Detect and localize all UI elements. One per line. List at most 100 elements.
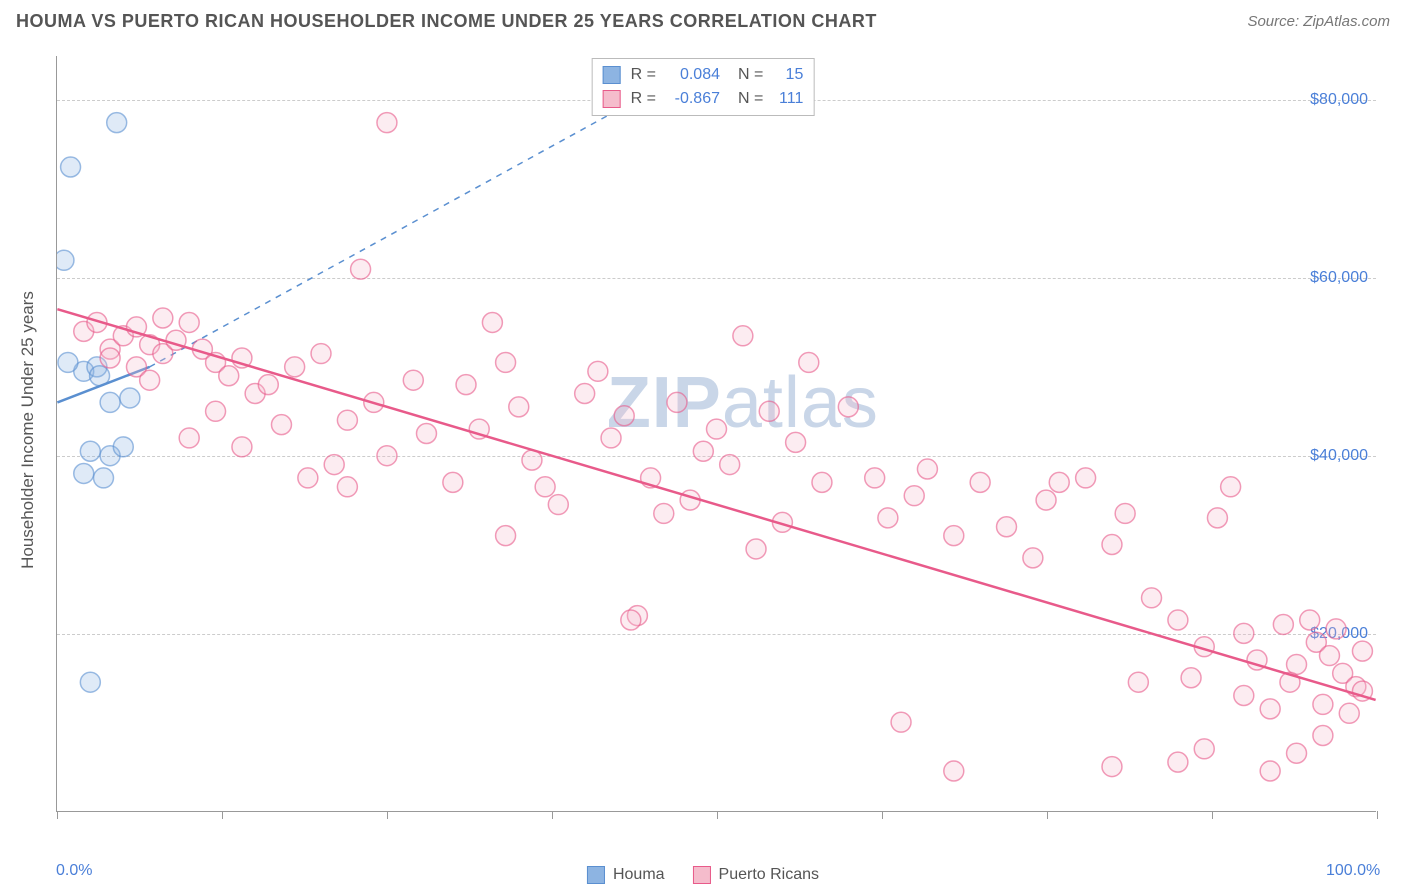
data-point (179, 312, 199, 332)
data-point (997, 517, 1017, 537)
data-point (759, 401, 779, 421)
data-point (1326, 619, 1346, 639)
data-point (720, 455, 740, 475)
data-point (232, 437, 252, 457)
data-point (443, 472, 463, 492)
data-point (219, 366, 239, 386)
x-tick (387, 811, 388, 819)
data-point (667, 392, 687, 412)
data-point (1102, 535, 1122, 555)
data-point (403, 370, 423, 390)
data-point (1036, 490, 1056, 510)
legend-swatch (603, 90, 621, 108)
data-point (1313, 726, 1333, 746)
data-point (1128, 672, 1148, 692)
data-point (351, 259, 371, 279)
x-tick (1377, 811, 1378, 819)
data-point (575, 384, 595, 404)
data-point (1142, 588, 1162, 608)
data-point (1023, 548, 1043, 568)
data-point (917, 459, 937, 479)
data-point (285, 357, 305, 377)
data-point (1102, 757, 1122, 777)
data-point (61, 157, 81, 177)
data-point (1300, 610, 1320, 630)
data-point (1207, 508, 1227, 528)
data-point (58, 352, 78, 372)
data-point (1194, 739, 1214, 759)
data-point (865, 468, 885, 488)
trend-line (57, 309, 1375, 700)
x-min-label: 0.0% (56, 862, 92, 880)
data-point (621, 610, 641, 630)
stat-r-label: R = (631, 87, 656, 111)
data-point (179, 428, 199, 448)
data-point (786, 432, 806, 452)
legend-item: Houma (587, 866, 665, 884)
data-point (746, 539, 766, 559)
data-point (113, 437, 133, 457)
data-point (482, 312, 502, 332)
data-point (324, 455, 344, 475)
data-point (601, 428, 621, 448)
chart-header: HOUMA VS PUERTO RICAN HOUSEHOLDER INCOME… (0, 0, 1406, 42)
data-point (1168, 752, 1188, 772)
data-point (496, 352, 516, 372)
chart-plot-area: ZIPatlas $20,000$40,000$60,000$80,000 (56, 56, 1376, 812)
data-point (496, 526, 516, 546)
x-tick (882, 811, 883, 819)
data-point (377, 113, 397, 133)
data-point (1287, 654, 1307, 674)
stat-n-value: 15 (769, 63, 803, 87)
data-point (1339, 703, 1359, 723)
legend-swatch (587, 866, 605, 884)
correlation-legend: R = 0.084 N = 15 R = -0.867 N = 111 (592, 58, 815, 116)
data-point (1049, 472, 1069, 492)
stat-n-label: N = (738, 63, 763, 87)
x-tick (1047, 811, 1048, 819)
legend-swatch (693, 866, 711, 884)
data-point (1352, 641, 1372, 661)
x-tick (222, 811, 223, 819)
data-point (57, 250, 74, 270)
data-point (509, 397, 529, 417)
data-point (1115, 503, 1135, 523)
data-point (535, 477, 555, 497)
data-point (153, 308, 173, 328)
data-point (74, 463, 94, 483)
data-point (120, 388, 140, 408)
legend-item: Puerto Ricans (693, 866, 820, 884)
data-point (1221, 477, 1241, 497)
data-point (311, 344, 331, 364)
data-point (1313, 694, 1333, 714)
data-point (1181, 668, 1201, 688)
series-legend: Houma Puerto Ricans (587, 866, 819, 884)
data-point (298, 468, 318, 488)
data-point (94, 468, 114, 488)
data-point (1320, 646, 1340, 666)
data-point (588, 361, 608, 381)
data-point (799, 352, 819, 372)
legend-stat-row: R = -0.867 N = 111 (603, 87, 804, 111)
data-point (680, 490, 700, 510)
trend-line-extrapolation (150, 114, 611, 367)
stat-n-label: N = (738, 87, 763, 111)
data-point (548, 495, 568, 515)
x-tick (1212, 811, 1213, 819)
x-max-label: 100.0% (1326, 862, 1380, 880)
stat-r-value: 0.084 (662, 63, 720, 87)
data-point (107, 113, 127, 133)
legend-swatch (603, 66, 621, 84)
data-point (140, 370, 160, 390)
x-tick (57, 811, 58, 819)
x-tick (717, 811, 718, 819)
data-point (891, 712, 911, 732)
data-point (80, 441, 100, 461)
data-point (1076, 468, 1096, 488)
data-point (1273, 614, 1293, 634)
data-point (838, 397, 858, 417)
data-point (1260, 699, 1280, 719)
data-point (878, 508, 898, 528)
data-point (100, 392, 120, 412)
data-point (1234, 623, 1254, 643)
